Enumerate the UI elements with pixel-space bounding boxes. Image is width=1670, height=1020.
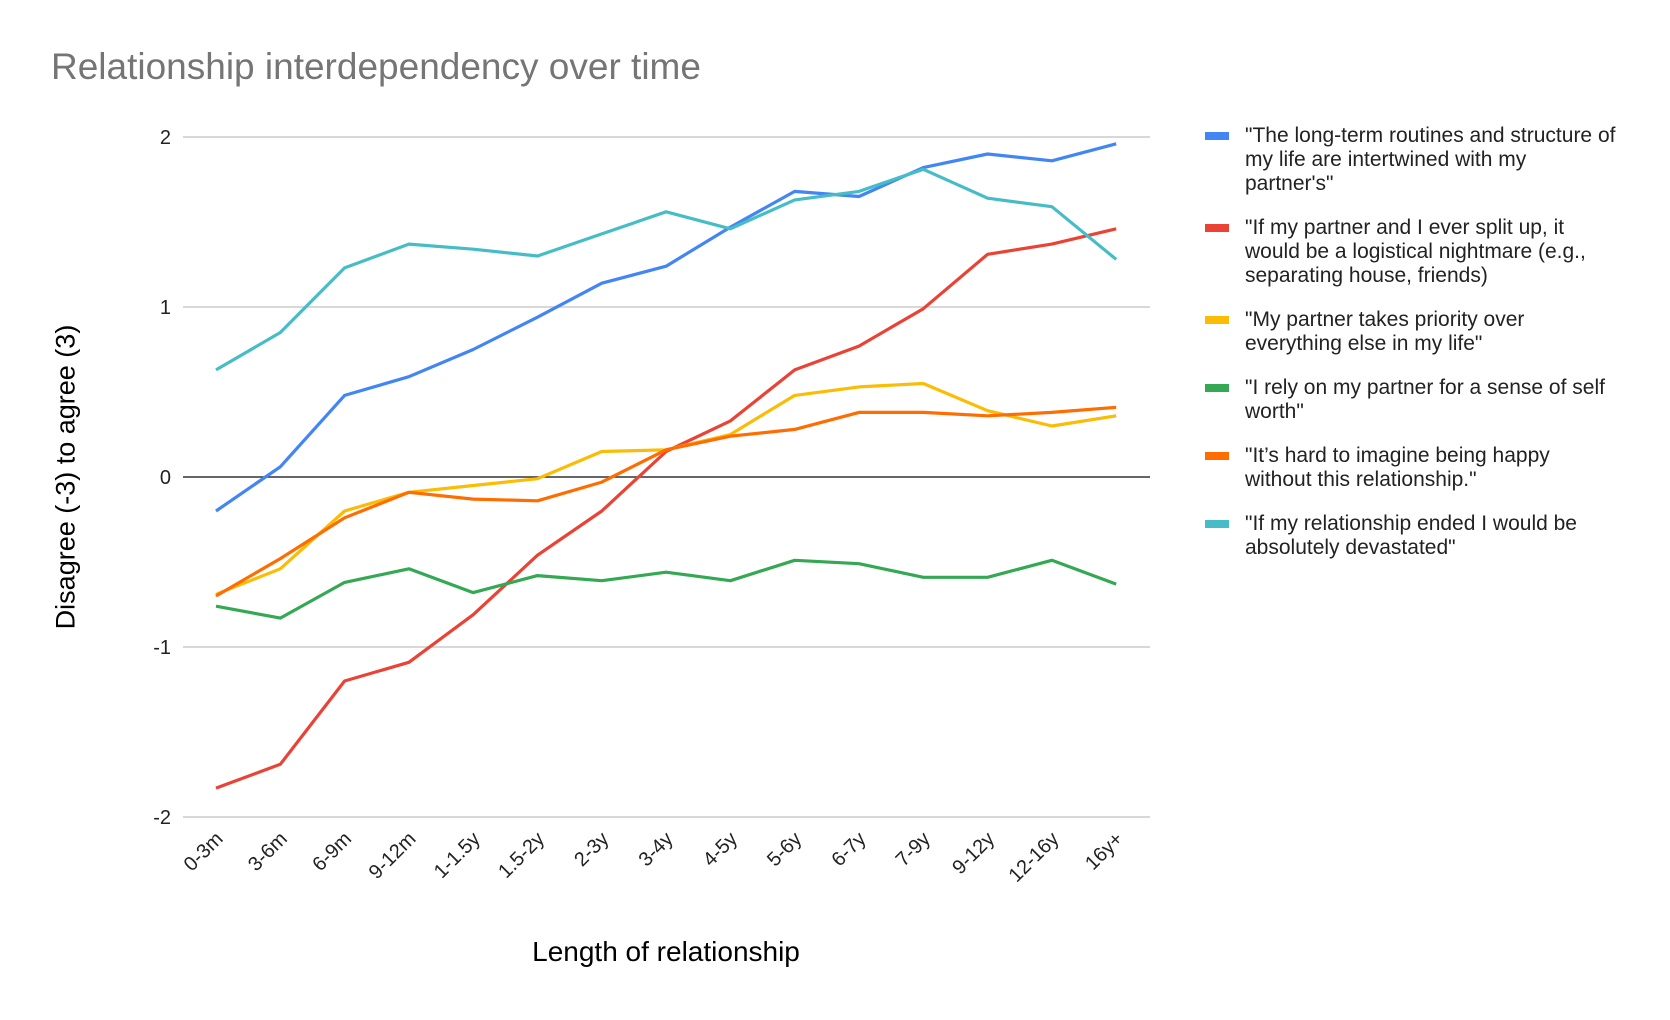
legend-label: "My partner takes priority over everythi… — [1245, 308, 1525, 355]
series-line-6 — [215, 167, 1118, 372]
y-tick-label: 2 — [160, 127, 171, 149]
x-tick-label: 6-7y — [827, 828, 870, 871]
legend-swatch — [1205, 384, 1229, 392]
legend-label: "If my partner and I ever split up, it w… — [1245, 216, 1586, 287]
y-tick-label: -1 — [153, 637, 171, 659]
legend-label: "The long-term routines and structure of… — [1245, 124, 1616, 195]
x-tick-label: 3-4y — [635, 828, 678, 871]
x-tick-label: 0-3m — [180, 828, 228, 876]
legend-item: "My partner takes priority over everythi… — [1205, 308, 1620, 356]
x-tick-label: 9-12m — [365, 828, 421, 884]
x-axis-label: Length of relationship — [532, 936, 800, 967]
x-tick-label: 6-9m — [308, 828, 356, 876]
legend-swatch — [1205, 520, 1229, 528]
series-line-1 — [215, 142, 1117, 513]
legend: "The long-term routines and structure of… — [1205, 124, 1625, 580]
y-tick-label: 1 — [160, 297, 171, 319]
legend-label: "If my relationship ended I would be abs… — [1245, 512, 1577, 559]
x-tick-label: 3-6m — [244, 828, 292, 876]
series-line-4 — [215, 558, 1117, 620]
legend-item: "I rely on my partner for a sense of sel… — [1205, 376, 1620, 424]
y-tick-label: 0 — [160, 467, 171, 489]
x-tick-label: 9-12y — [948, 828, 999, 879]
series-line-5 — [215, 405, 1117, 598]
y-tick-label: -2 — [153, 807, 171, 829]
legend-item: "If my partner and I ever split up, it w… — [1205, 216, 1620, 288]
legend-swatch — [1205, 224, 1229, 232]
x-tick-label: 12-16y — [1005, 828, 1064, 887]
legend-label: "It’s hard to imagine being happy withou… — [1245, 444, 1550, 491]
x-tick-label: 4-5y — [699, 828, 742, 871]
x-tick-label: 5-6y — [763, 828, 806, 871]
legend-label: "I rely on my partner for a sense of sel… — [1245, 376, 1605, 423]
legend-swatch — [1205, 452, 1229, 460]
legend-item: "The long-term routines and structure of… — [1205, 124, 1620, 196]
x-tick-label: 2-3y — [570, 828, 613, 871]
legend-item: "It’s hard to imagine being happy withou… — [1205, 444, 1620, 492]
legend-swatch — [1205, 132, 1229, 140]
x-tick-label: 7-9y — [892, 828, 935, 871]
x-tick-label: 1-1.5y — [430, 828, 485, 883]
x-tick-label: 16y+ — [1081, 828, 1128, 875]
chart-title: Relationship interdependency over time — [51, 46, 701, 87]
legend-swatch — [1205, 316, 1229, 324]
legend-item: "If my relationship ended I would be abs… — [1205, 512, 1620, 560]
x-tick-label: 1.5-2y — [494, 828, 549, 883]
